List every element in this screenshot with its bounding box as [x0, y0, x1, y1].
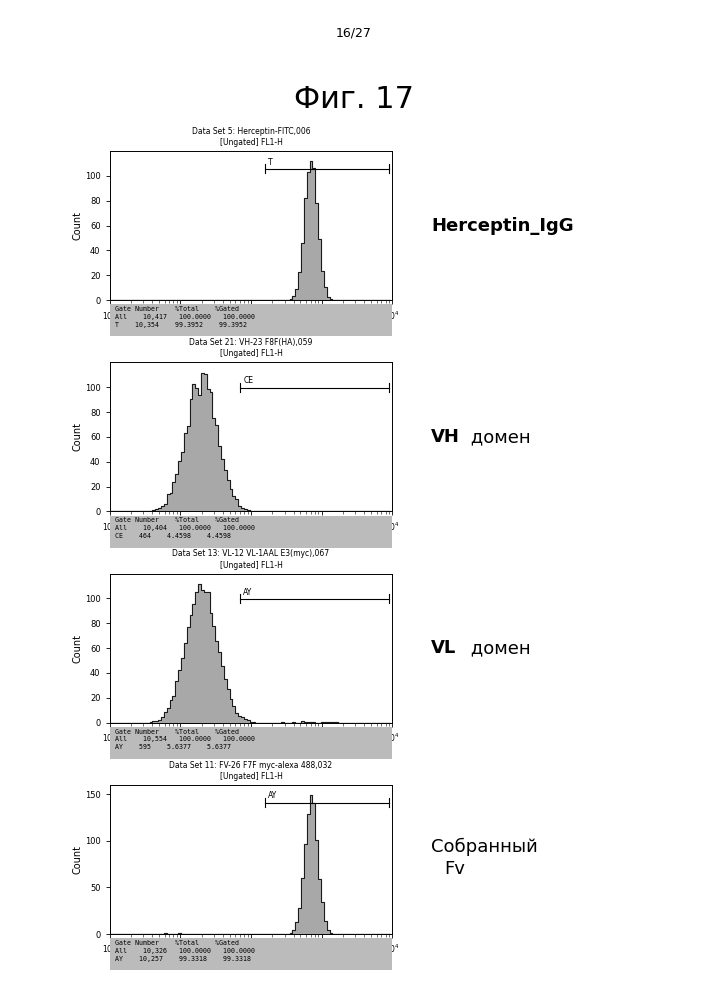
X-axis label: FL1-H: FL1-H — [237, 747, 265, 757]
X-axis label: FL1-H: FL1-H — [237, 958, 265, 968]
Y-axis label: Count: Count — [72, 422, 82, 451]
Text: Gate Number    %Total    %Gated
All    10,404   100.0000   100.0000
CE    464   : Gate Number %Total %Gated All 10,404 100… — [115, 518, 255, 539]
Y-axis label: Count: Count — [72, 845, 82, 874]
Y-axis label: Count: Count — [72, 634, 82, 663]
Text: AY: AY — [268, 791, 277, 800]
X-axis label: FL1-H: FL1-H — [237, 324, 265, 334]
Text: Herceptin_IgG: Herceptin_IgG — [431, 217, 574, 235]
Text: Фиг. 17: Фиг. 17 — [293, 85, 414, 114]
Text: Data Set 5: Herceptin-FITC,006
[Ungated] FL1-H: Data Set 5: Herceptin-FITC,006 [Ungated]… — [192, 127, 310, 147]
Text: Data Set 13: VL-12 VL-1AAL E3(myc),067
[Ungated] FL1-H: Data Set 13: VL-12 VL-1AAL E3(myc),067 [… — [173, 550, 329, 570]
Text: CE: CE — [243, 376, 253, 385]
Text: Gate Number    %Total    %Gated
All    10,554   100.0000   100.0000
AY    595   : Gate Number %Total %Gated All 10,554 100… — [115, 729, 255, 750]
Text: Fv: Fv — [444, 860, 465, 878]
Text: Gate Number    %Total    %Gated
All    10,326   100.0000   100.0000
AY    10,257: Gate Number %Total %Gated All 10,326 100… — [115, 940, 255, 962]
Y-axis label: Count: Count — [72, 211, 82, 240]
Text: домен: домен — [465, 428, 531, 446]
Text: VL: VL — [431, 639, 457, 657]
Text: Data Set 11: FV-26 F7F myc-alexa 488,032
[Ungated] FL1-H: Data Set 11: FV-26 F7F myc-alexa 488,032… — [170, 761, 332, 781]
X-axis label: FL1-H: FL1-H — [237, 536, 265, 546]
Text: 16/27: 16/27 — [336, 26, 371, 39]
Text: AY: AY — [243, 588, 252, 597]
Text: Gate Number    %Total    %Gated
All    10,417   100.0000   100.0000
T    10,354 : Gate Number %Total %Gated All 10,417 100… — [115, 306, 255, 328]
Text: Собранный: Собранный — [431, 838, 538, 856]
Text: домен: домен — [465, 639, 531, 657]
Text: T: T — [268, 158, 273, 167]
Text: VH: VH — [431, 428, 460, 446]
Text: Data Set 21: VH-23 F8F(HA),059
[Ungated] FL1-H: Data Set 21: VH-23 F8F(HA),059 [Ungated]… — [189, 338, 312, 358]
